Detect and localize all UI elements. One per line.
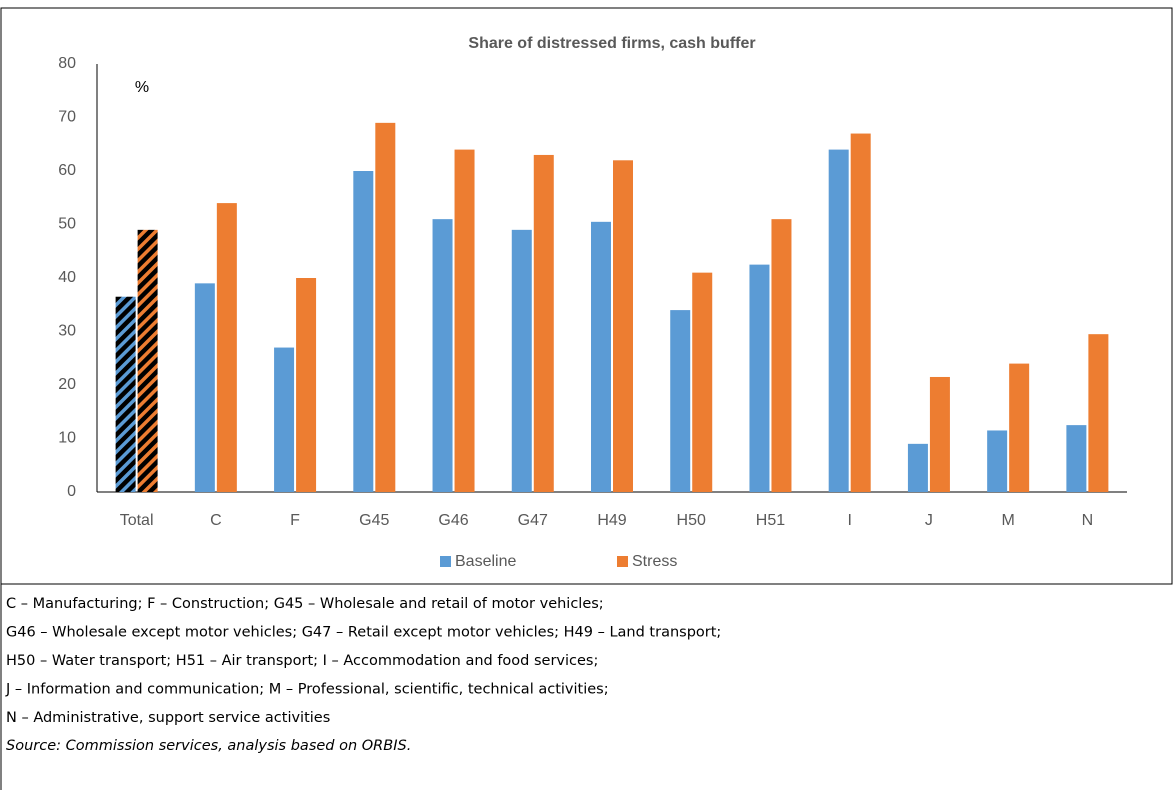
bar (771, 219, 792, 492)
x-tick-label: G46 (438, 512, 468, 529)
x-tick-label: H51 (756, 512, 785, 529)
y-tick-label: 0 (67, 483, 76, 500)
bar (533, 154, 554, 492)
x-tick-label: J (925, 512, 933, 529)
note-line: N – Administrative, support service acti… (6, 710, 330, 726)
y-tick-label: 70 (58, 109, 76, 126)
bar (670, 310, 691, 492)
bar (353, 171, 374, 492)
y-tick-label: 50 (58, 216, 76, 233)
x-tick-label: H49 (597, 512, 626, 529)
bar (216, 203, 237, 492)
bar (115, 296, 136, 492)
x-tick-label: G47 (518, 512, 548, 529)
x-tick-label: N (1082, 512, 1094, 529)
y-tick-label: 10 (58, 430, 76, 447)
x-tick-label: C (210, 512, 222, 529)
bar (850, 133, 871, 493)
bar (432, 219, 453, 492)
bar (692, 272, 713, 492)
x-tick-label: F (290, 512, 300, 529)
bar (749, 264, 770, 492)
bar (828, 149, 849, 492)
bar (907, 443, 928, 492)
legend-label: Baseline (455, 553, 516, 570)
unit-label: % (135, 79, 149, 96)
y-tick-label: 80 (58, 55, 76, 72)
chart-frame (0, 7, 1173, 585)
y-tick-label: 20 (58, 376, 76, 393)
bar (1009, 363, 1030, 492)
x-tick-label: G45 (359, 512, 389, 529)
y-tick-label: 30 (58, 323, 76, 340)
note-line: G46 – Wholesale except motor vehicles; G… (6, 625, 721, 641)
x-tick-label: Total (120, 512, 154, 529)
y-tick-label: 40 (58, 269, 76, 286)
bar (454, 149, 475, 492)
x-tick-label: M (1001, 512, 1014, 529)
bar (375, 122, 396, 492)
bar (987, 430, 1008, 492)
chart-title: Share of distressed firms, cash buffer (468, 35, 755, 52)
bar (296, 278, 317, 492)
bar (511, 229, 532, 492)
note-line: C – Manufacturing; F – Construction; G45… (6, 596, 604, 612)
y-tick-label: 60 (58, 162, 76, 179)
legend-label: Stress (632, 553, 677, 570)
legend-swatch (440, 556, 451, 567)
bar (274, 347, 295, 492)
bar (613, 160, 633, 493)
bar (137, 229, 158, 492)
x-tick-label: H50 (677, 512, 706, 529)
source-note: Source: Commission services, analysis ba… (6, 738, 411, 754)
note-line: J – Information and communication; M – P… (5, 682, 609, 698)
bar (194, 283, 215, 492)
bar (1088, 334, 1109, 492)
bar (1066, 425, 1087, 492)
bar (591, 221, 611, 492)
note-line: H50 – Water transport; H51 – Air transpo… (6, 653, 598, 669)
bar (929, 376, 950, 492)
legend-swatch (617, 556, 628, 567)
x-tick-label: I (847, 512, 851, 529)
